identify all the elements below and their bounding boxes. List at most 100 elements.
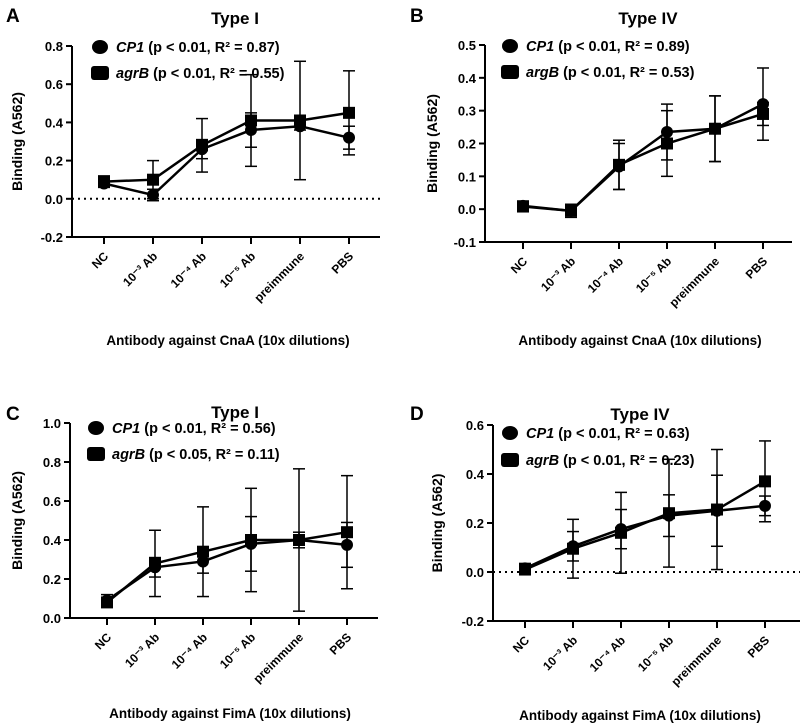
y-tick-label: 0.5 [458, 38, 476, 53]
data-point-square [711, 503, 723, 516]
chart-title: Type I [211, 403, 259, 422]
y-tick-label: 0.2 [466, 516, 484, 531]
data-point-square [101, 596, 113, 609]
x-tick-label: 10⁻⁵ Ab [217, 630, 258, 671]
legend-stats: (p < 0.05, R² = 0.11) [145, 447, 280, 463]
x-axis-label: Antibody against FimA (10x dilutions) [109, 706, 351, 721]
panel-b: B Type IV-0.10.00.10.20.30.40.5NC 10⁻³ Ab 1… [410, 6, 792, 348]
series-line [106, 530, 348, 604]
legend-entry: CP1 (p < 0.01, R² = 0.87) [92, 40, 280, 56]
y-axis-label: Binding (A562) [9, 471, 25, 570]
y-tick-label: 0.0 [43, 611, 61, 626]
legend-square-icon [501, 453, 519, 467]
legend-stats: (p < 0.01, R² = 0.87) [144, 40, 280, 56]
y-tick-label: -0.1 [454, 235, 476, 250]
legend-square-icon [501, 65, 519, 79]
panel-letter: B [410, 6, 424, 27]
x-tick-label: 10⁻³ Ab [538, 254, 578, 294]
legend-circle-icon [502, 39, 518, 53]
y-tick-label: -0.2 [41, 230, 63, 245]
x-tick-label: 10⁻³ Ab [540, 633, 580, 673]
legend-label: CP1 (p < 0.01, R² = 0.87) [116, 40, 280, 56]
x-tick-label: 10⁻⁴ Ab [585, 254, 626, 295]
x-tick-label: NC [508, 254, 530, 276]
y-axis-label: Binding (A562) [429, 474, 445, 573]
legend-circle-icon [88, 421, 104, 435]
legend-label: CP1 (p < 0.01, R² = 0.89) [526, 39, 690, 55]
data-point-square [615, 526, 627, 539]
legend-label: agrB (p < 0.01, R² = 0.23) [526, 453, 695, 469]
series-line [522, 112, 764, 213]
data-point-square [613, 158, 625, 171]
legend-label: agrB (p < 0.05, R² = 0.11) [112, 447, 280, 463]
y-tick-label: 0.0 [45, 192, 63, 207]
x-tick-label: PBS [745, 633, 772, 660]
data-point-square [757, 107, 769, 120]
series-argb [517, 95, 769, 217]
y-tick-label: 0.6 [466, 418, 484, 433]
legend-label: CP1 (p < 0.01, R² = 0.56) [112, 421, 276, 437]
legend-stats: (p < 0.01, R² = 0.89) [554, 39, 690, 55]
x-tick-label: 10⁻⁵ Ab [635, 633, 676, 674]
x-tick-label: PBS [327, 630, 354, 657]
y-tick-label: 0.4 [43, 533, 62, 548]
x-tick-label: 10⁻⁵ Ab [633, 254, 674, 295]
y-tick-label: 0.0 [466, 565, 484, 580]
legend-stats: (p < 0.01, R² = 0.63) [554, 426, 690, 442]
legend-stats: (p < 0.01, R² = 0.56) [140, 421, 276, 437]
y-tick-label: 0.1 [458, 169, 476, 184]
y-tick-label: 0.2 [458, 137, 476, 152]
x-tick-label: 10⁻⁴ Ab [587, 633, 628, 674]
legend-label: agrB (p < 0.01, R² = 0.55) [116, 66, 285, 82]
y-tick-label: 0.0 [458, 202, 476, 217]
legend-stats: (p < 0.01, R² = 0.55) [149, 66, 285, 82]
legend-stats: (p < 0.01, R² = 0.53) [559, 65, 695, 81]
legend-entry: CP1 (p < 0.01, R² = 0.89) [502, 39, 690, 55]
x-axis-label: Antibody against CnaA (10x dilutions) [518, 333, 761, 348]
series-line [103, 124, 350, 197]
legend-entry: CP1 (p < 0.01, R² = 0.56) [88, 421, 276, 437]
data-point-square [293, 534, 305, 546]
legend-series-name: CP1 [112, 421, 140, 437]
data-point-square [294, 114, 306, 127]
series-cp1 [519, 474, 771, 575]
legend-series-name: agrB [112, 447, 145, 463]
data-point-square [567, 542, 579, 555]
y-tick-label: 0.2 [43, 572, 61, 587]
legend-entry: agrB (p < 0.05, R² = 0.11) [87, 447, 280, 463]
series-cp1 [101, 515, 353, 608]
series-line [524, 504, 766, 570]
panel-c: C Type I 0.0 0.2 0.4 0.6 0.8 1.0 NC 10⁻³ Ab 10⁻⁴ A… [6, 403, 378, 721]
legend-entry: agrB (p < 0.01, R² = 0.23) [501, 453, 695, 469]
legend-label: CP1 (p < 0.01, R² = 0.63) [526, 426, 690, 442]
x-tick-label: 10⁻⁵ Ab [217, 249, 258, 290]
data-point-square [197, 545, 209, 558]
data-point-square [196, 139, 208, 152]
chart-title: Type I [211, 9, 259, 28]
y-axis-label: Binding (A562) [9, 92, 25, 191]
x-tick-label: 10⁻³ Ab [122, 630, 162, 670]
x-tick-label: 10⁻⁴ Ab [169, 630, 210, 671]
legend-series-name: agrB [526, 453, 559, 469]
y-tick-label: 0.2 [45, 154, 63, 169]
legend-series-name: CP1 [116, 40, 144, 56]
y-tick-label: 0.6 [45, 77, 63, 92]
legend-square-icon [87, 447, 105, 461]
series-cp1 [517, 67, 769, 219]
panel-letter: C [6, 404, 20, 425]
x-tick-label: PBS [329, 249, 356, 276]
data-point-square [661, 137, 673, 150]
data-point-square [341, 526, 353, 539]
data-point-square [245, 534, 257, 546]
legend-series-name: agrB [116, 66, 149, 82]
chart-title: Type IV [610, 405, 670, 424]
legend-label: argB (p < 0.01, R² = 0.53) [526, 65, 695, 81]
x-tick-label: preimmune [250, 630, 306, 686]
x-tick-label: preimmune [251, 249, 307, 305]
series-agrb [98, 60, 355, 200]
y-tick-label: 0.3 [458, 104, 476, 119]
legend-entry: argB (p < 0.01, R² = 0.53) [501, 65, 695, 81]
data-point-square [245, 114, 257, 127]
series-agrb [519, 440, 771, 579]
data-point-square [98, 175, 110, 188]
